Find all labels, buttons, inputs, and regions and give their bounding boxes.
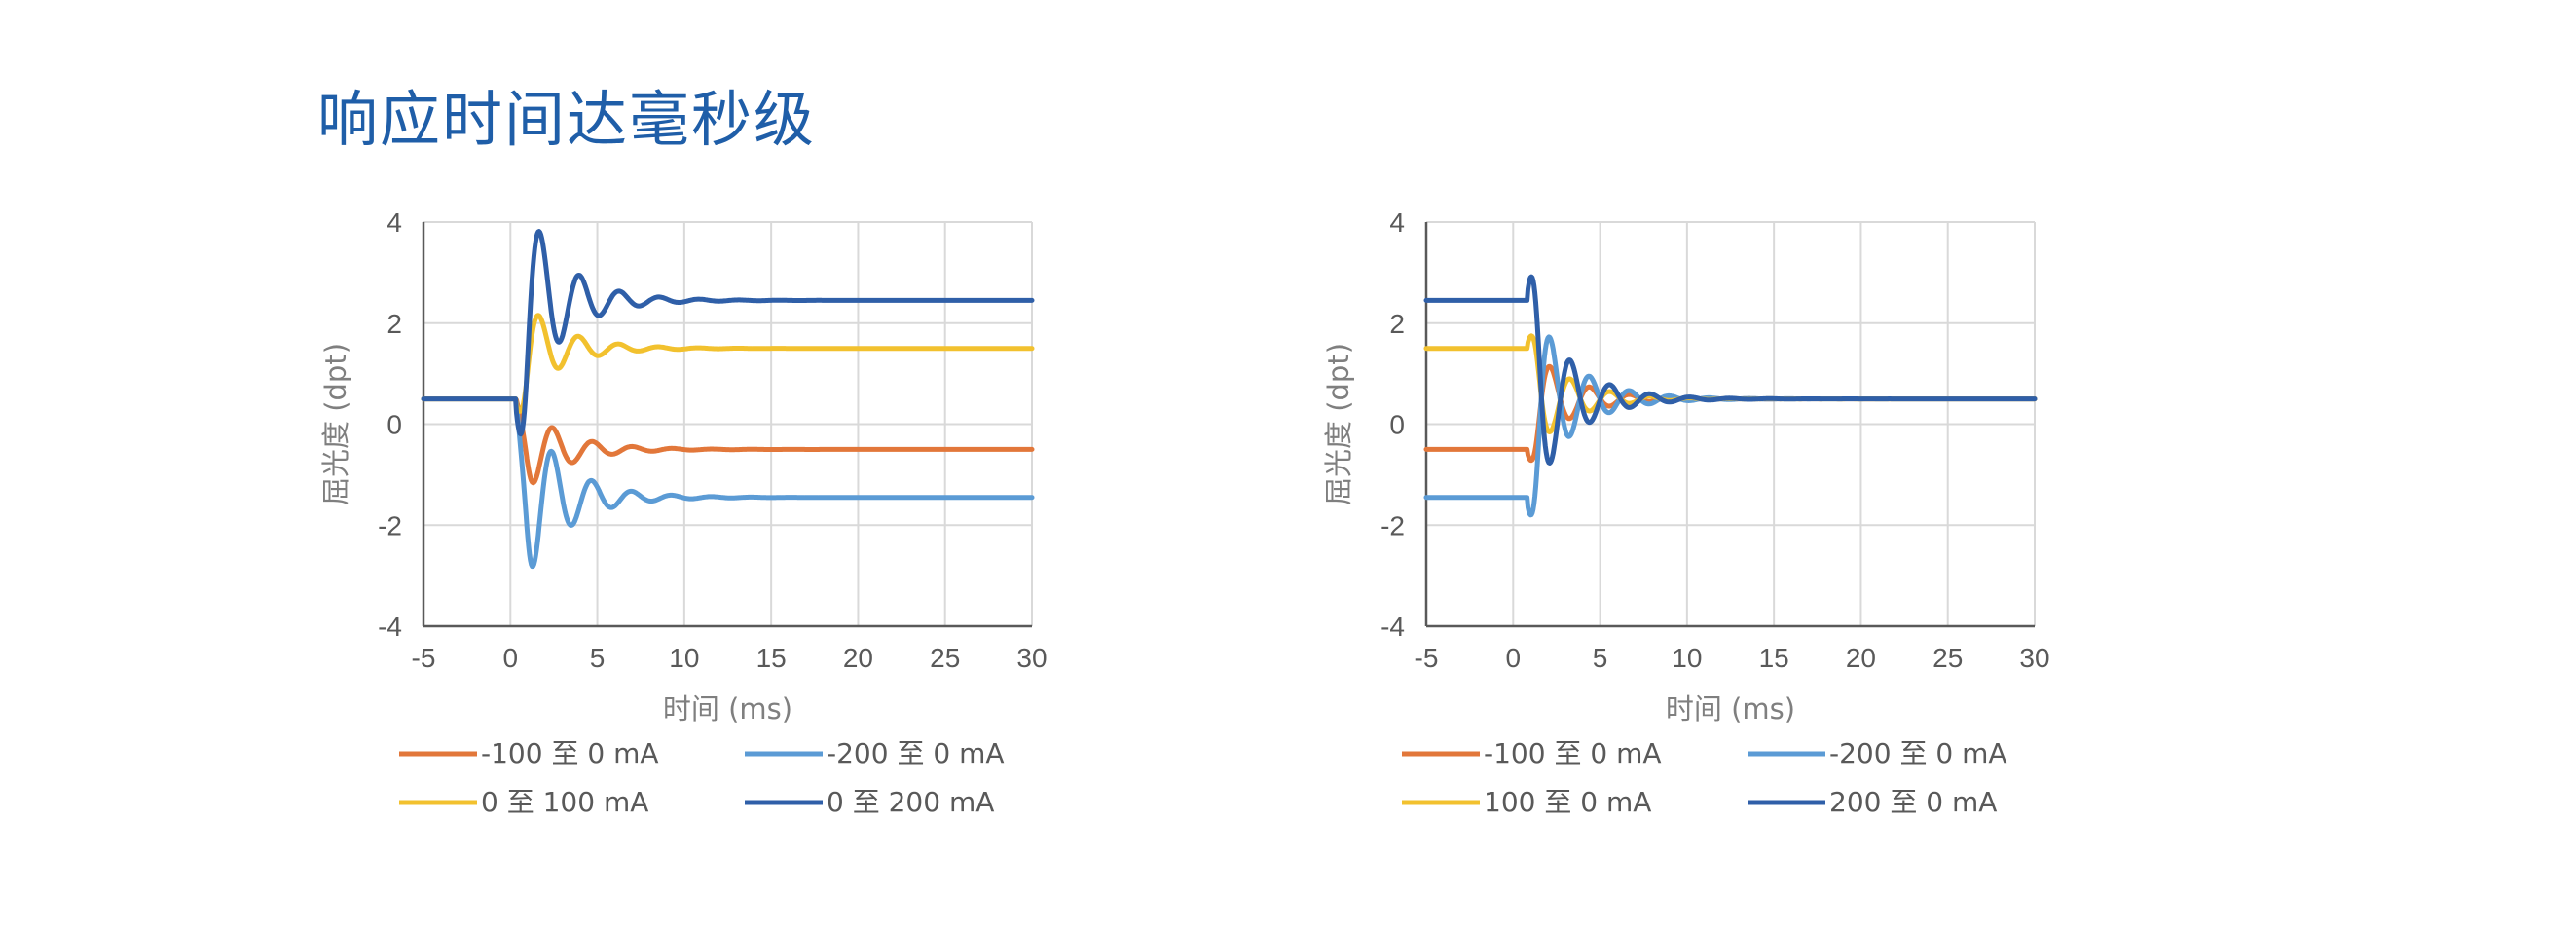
y-axis-label: 屈光度 (dpt): [319, 343, 352, 505]
series-line: [1423, 274, 2038, 466]
y-axis-label: 屈光度 (dpt): [1322, 343, 1355, 505]
x-tick-label: -5: [1415, 643, 1439, 673]
y-tick-label: -4: [378, 612, 402, 642]
x-tick-label: 20: [843, 643, 873, 673]
y-tick-label: 2: [1389, 309, 1405, 339]
legend-label: -100 至 0 mA: [1484, 737, 1662, 769]
y-tick-label: 4: [386, 207, 402, 238]
series-line: [1423, 333, 2038, 434]
y-tick-label: 4: [1389, 207, 1405, 238]
x-tick-label: 5: [1593, 643, 1608, 673]
series-line: [421, 396, 1035, 570]
series-line: [421, 396, 1035, 486]
y-tick-label: 0: [1389, 410, 1405, 440]
x-tick-label: 10: [1672, 643, 1702, 673]
x-tick-label: 30: [2019, 643, 2049, 673]
x-tick-label: 0: [1505, 643, 1521, 673]
x-tick-label: 0: [502, 643, 518, 673]
y-tick-label: 2: [386, 309, 402, 339]
y-tick-label: -4: [1380, 612, 1405, 642]
x-tick-label: 25: [1932, 643, 1963, 673]
x-tick-label: 15: [1759, 643, 1789, 673]
series-line: [1423, 334, 2038, 518]
x-tick-label: -5: [412, 643, 436, 673]
legend-label: -200 至 0 mA: [1829, 737, 2007, 769]
y-tick-label: -2: [1380, 510, 1405, 541]
legend-label: 100 至 0 mA: [1484, 786, 1651, 818]
x-tick-label: 30: [1016, 643, 1047, 673]
series-line: [1423, 363, 2038, 464]
x-tick-label: 5: [590, 643, 606, 673]
y-tick-label: -2: [378, 510, 402, 541]
legend-label: -200 至 0 mA: [827, 737, 1005, 769]
x-axis-label: 时间 (ms): [1666, 692, 1795, 726]
page-title: 响应时间达毫秒级: [317, 84, 817, 155]
legend-label: 200 至 0 mA: [1829, 786, 1997, 818]
y-tick-label: 0: [386, 410, 402, 440]
x-tick-label: 20: [1846, 643, 1876, 673]
x-axis-label: 时间 (ms): [663, 692, 792, 726]
legend-label: 0 至 200 mA: [827, 786, 994, 818]
series-line: [421, 229, 1035, 437]
x-tick-label: 10: [669, 643, 699, 673]
legend-label: 0 至 100 mA: [481, 786, 648, 818]
x-tick-label: 15: [756, 643, 787, 673]
legend-label: -100 至 0 mA: [481, 737, 659, 769]
x-tick-label: 25: [930, 643, 960, 673]
